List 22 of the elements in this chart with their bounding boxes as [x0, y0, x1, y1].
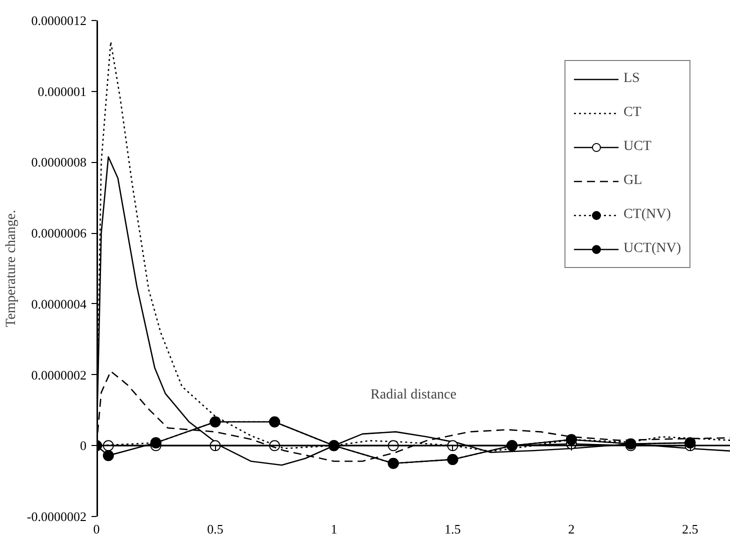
y-tick-label: 0.0000008: [31, 154, 86, 170]
x-axis-title: Radial distance: [370, 387, 456, 402]
legend-label: UCT: [623, 139, 652, 155]
x-tick-label: 2.5: [682, 522, 698, 536]
legend-label: LS: [623, 71, 641, 87]
y-tick-label: -0.0000002: [26, 509, 87, 524]
x-tick-label: 1: [330, 522, 338, 536]
y-tick-label: 0.0000002: [31, 367, 86, 382]
y-tick-label: 0.0000006: [31, 226, 87, 241]
x-tick-label: 1.5: [444, 522, 461, 536]
x-tick-label: 0.5: [207, 522, 224, 536]
y-tick-label: 0.0000012: [31, 13, 86, 28]
legend-label: CT(NV): [623, 207, 671, 223]
legend-label: GL: [623, 173, 644, 189]
x-tick-label: 2: [568, 522, 575, 536]
y-tick-label: 0: [80, 438, 86, 454]
y-tick-label: 0.000001: [38, 84, 86, 99]
x-tick-label: 0: [93, 522, 100, 536]
legend-label: CT: [623, 105, 642, 121]
y-tick-label: 0.0000004: [31, 296, 87, 312]
legend-label: UCT(NV): [623, 241, 681, 257]
y-axis-title: Temperature change.: [4, 210, 19, 328]
